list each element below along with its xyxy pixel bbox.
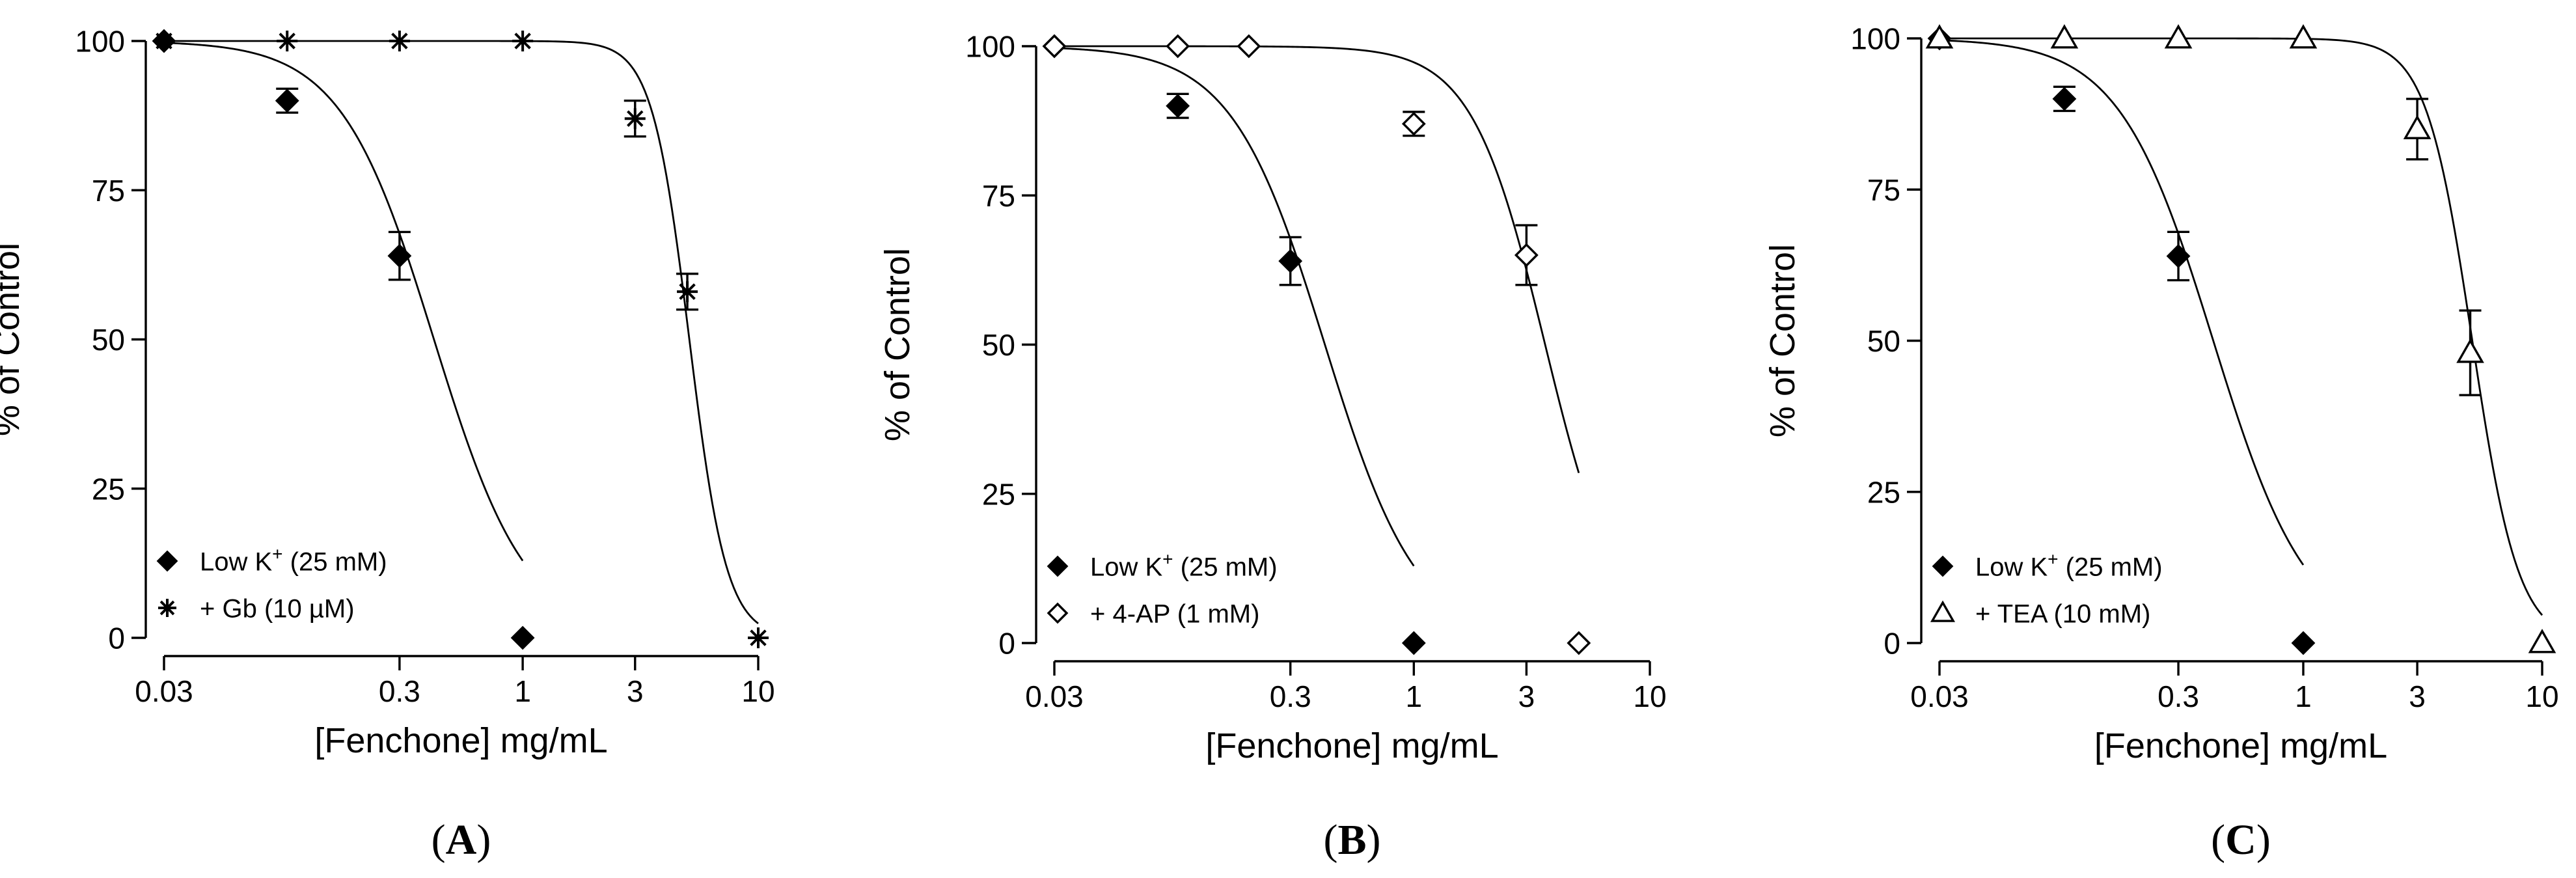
legend: Low K+ (25 mM) + 4-AP (1 mM) (1047, 549, 1278, 628)
legend-label: + Gb (10 µM) (200, 594, 355, 623)
legend-marker (1047, 555, 1069, 577)
data-point (748, 627, 769, 648)
data-point (2166, 244, 2191, 268)
data-point (1166, 94, 1190, 118)
data-point (1401, 631, 1426, 655)
legend-marker (1930, 600, 1956, 622)
data-point (154, 31, 174, 51)
data-point (387, 243, 412, 268)
y-axis-label: % of Control (0, 243, 27, 436)
y-tick-label: 50 (92, 323, 125, 357)
chart-panel-c: 0 25 50 75 100 0.03 0.3 1 3 10 [Fenchone] mg/mL % o… (1763, 22, 2559, 864)
series-treatment (1042, 34, 1591, 655)
fit-curve (1939, 39, 2305, 566)
data-point (512, 31, 534, 51)
legend-label: + TEA (10 mM) (1975, 599, 2150, 628)
x-tick-label: 0.03 (1910, 679, 1969, 713)
y-tick-label: 75 (92, 174, 125, 208)
y-tick-label: 25 (1867, 475, 1900, 509)
y-tick-label: 50 (1867, 324, 1900, 358)
fit-curve (163, 42, 524, 562)
data-point (277, 31, 298, 51)
data-point (2050, 24, 2079, 49)
x-tick-label: 3 (2409, 679, 2426, 713)
legend: Low K+ (25 mM) + Gb (10 µM) (156, 543, 387, 623)
y-tick-label: 0 (998, 627, 1015, 661)
x-tick-label: 3 (1518, 679, 1535, 713)
legend-label: Low K+ (25 mM) (1975, 549, 2163, 581)
fit-curve (164, 40, 759, 625)
x-tick-label: 3 (627, 674, 644, 708)
legend-marker (1932, 555, 1954, 577)
x-tick-label: 1 (1406, 679, 1423, 713)
x-tick-label: 0.3 (379, 674, 420, 708)
data-point (2528, 629, 2556, 653)
legend-label: Low K+ (25 mM) (1090, 549, 1278, 581)
data-point (1514, 243, 1539, 268)
y-tick-label: 75 (982, 179, 1015, 213)
y-tick-label: 100 (1850, 22, 1900, 56)
x-axis-label: [Fenchone] mg/mL (314, 721, 607, 760)
data-point (275, 89, 299, 113)
x-tick-label: 0.3 (1270, 679, 1311, 713)
fit-curve (1054, 47, 1415, 567)
series-control (1927, 26, 2316, 655)
data-point (1925, 24, 1954, 49)
y-tick-label: 100 (965, 30, 1015, 64)
x-tick-label: 1 (2295, 679, 2312, 713)
y-tick-label: 100 (75, 25, 125, 59)
y-tick-label: 75 (1867, 173, 1900, 207)
data-point (2164, 24, 2193, 49)
panel-label: (B) (1324, 816, 1381, 864)
fit-curve (1054, 45, 1580, 474)
panel-label: (A) (432, 816, 491, 864)
y-tick-label: 0 (1884, 627, 1900, 661)
x-tick-label: 0.03 (135, 674, 193, 708)
x-tick-label: 0.3 (2158, 679, 2199, 713)
x-tick-label: 10 (2525, 679, 2558, 713)
data-point (2456, 338, 2484, 363)
legend-label: + 4-AP (1 mM) (1090, 599, 1259, 628)
data-point (1166, 34, 1190, 59)
x-axis-label: [Fenchone] mg/mL (1205, 726, 1498, 765)
data-point (2052, 87, 2077, 111)
data-point (389, 31, 410, 51)
legend-marker (1047, 602, 1069, 624)
data-point (510, 625, 535, 650)
data-point (1567, 631, 1591, 655)
panel-label: (C) (2211, 816, 2271, 864)
data-point (1042, 34, 1067, 59)
series-treatment (1925, 24, 2556, 653)
data-point (624, 108, 646, 130)
y-axis-label: % of Control (878, 248, 917, 441)
data-point (2291, 631, 2316, 655)
data-point (1237, 34, 1261, 59)
data-point (2403, 115, 2432, 139)
x-tick-label: 0.03 (1025, 679, 1084, 713)
series-treatment (154, 31, 769, 648)
chart-panel-b: 0 25 50 75 100 0.03 0.3 1 3 10 [Fenchone] mg/mL % o… (878, 30, 1667, 864)
y-tick-label: 0 (108, 622, 125, 655)
x-tick-label: 1 (514, 674, 531, 708)
x-tick-label: 10 (741, 674, 774, 708)
data-point (677, 281, 698, 303)
y-tick-label: 25 (982, 477, 1015, 511)
legend: Low K+ (25 mM) + TEA (10 mM) (1930, 549, 2163, 628)
y-tick-label: 25 (92, 472, 125, 506)
x-tick-label: 10 (1633, 679, 1666, 713)
y-tick-label: 50 (982, 328, 1015, 362)
y-axis-label: % of Control (1763, 244, 1802, 437)
data-point (1401, 111, 1426, 136)
data-point (2289, 24, 2318, 49)
legend-label: Low K+ (25 mM) (200, 543, 387, 576)
x-axis-label: [Fenchone] mg/mL (2094, 726, 2387, 765)
legend-marker (156, 550, 178, 572)
fit-curve (1939, 37, 2543, 616)
legend-marker (158, 599, 176, 617)
chart-panel-a: 0 25 50 75 100 0.03 0.3 1 3 10 [Fenchone] mg/mL % o… (0, 25, 775, 864)
data-point (1278, 249, 1303, 273)
